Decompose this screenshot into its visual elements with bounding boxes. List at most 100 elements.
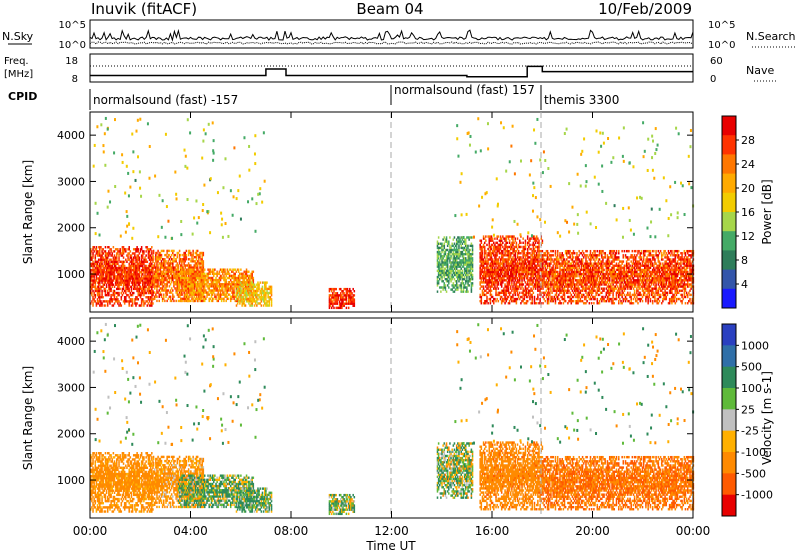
power-cell [144,283,146,286]
power-cell [471,252,474,256]
power-cell [136,268,138,272]
power-cell [258,285,260,288]
power-cell [144,271,146,274]
power-cell [479,243,481,247]
power-cell [109,298,111,301]
power-cell [336,292,339,295]
power-cell [225,293,227,296]
power-cell [122,252,125,255]
power-cell [485,293,487,297]
power-cell [471,269,474,273]
power-cell [129,268,132,272]
power-cell [260,293,263,297]
power-cell [108,254,110,257]
power-cell [162,260,165,263]
power-cell [149,271,152,274]
power-cell [97,250,100,253]
power-cell [202,253,205,257]
power-cell [142,268,144,272]
power-cell [555,291,558,295]
power-cell [160,280,163,284]
power-cell [182,266,184,269]
power-cell [169,297,172,301]
power-cell [175,291,177,294]
power-cell [233,287,235,290]
power-cell [96,260,99,263]
power-cell [156,283,158,286]
power-cell [513,247,515,251]
power-cell [143,304,145,307]
power-cell [116,277,118,280]
power-cell [118,266,120,270]
power-cell [109,277,111,280]
power-cell [156,280,158,284]
power-cell [138,275,141,278]
power-cell [159,255,162,259]
power-cell [136,287,138,291]
power-cell [160,289,163,292]
power-cell [170,280,173,284]
power-cell [122,271,125,274]
power-cell [117,271,119,274]
power-cell [530,287,532,290]
power-cell [507,270,510,274]
power-cell [110,283,112,286]
power-cell [128,283,130,286]
power-cell [262,304,265,307]
power-cell [140,287,143,291]
power-cell [541,249,544,253]
power-cell [512,262,514,265]
power-cell [166,255,168,259]
power-cell [203,299,206,303]
power-cell [90,262,92,266]
power-cell [109,281,111,284]
power-cell [97,296,100,299]
power-cell [131,302,134,305]
power-cell [556,249,559,253]
power-cell [438,261,441,264]
power-cell [109,271,111,274]
power-cell [114,279,117,282]
power-cell [167,268,170,271]
power-cell [155,268,157,271]
power-cell [94,281,97,284]
power-cell [470,255,473,258]
power-cell [206,283,208,286]
power-cell [215,297,217,301]
power-cell [494,266,496,270]
power-cell [173,270,175,273]
power-cell [167,274,170,278]
power-cell [165,266,167,269]
power-cell [177,264,180,267]
power-cell [487,262,489,265]
power-cell [500,237,503,240]
power-cell [136,279,138,282]
power-cell [160,276,163,280]
power-cell [111,266,114,270]
power-cell [125,266,127,270]
power-cell [553,295,556,299]
power-cell [116,254,118,257]
power-cell [151,287,153,291]
power-cell [125,300,127,303]
power-cell [132,271,135,274]
power-cell [184,251,187,255]
power-cell [123,277,126,280]
power-cell [119,260,121,263]
power-cell [228,276,231,280]
power-cell [446,263,449,266]
power-cell [126,277,128,280]
power-cell [193,276,196,280]
power-cell [113,285,116,288]
power-cell [467,244,469,248]
power-cell [265,285,267,288]
power-cell [100,285,102,288]
power-cell [101,264,103,268]
power-cell [132,268,135,272]
power-cell [158,299,160,303]
power-cell [461,271,464,275]
power-cell [155,258,157,261]
power-cell [146,289,149,293]
power-cell [94,289,97,293]
power-cell [129,277,132,280]
